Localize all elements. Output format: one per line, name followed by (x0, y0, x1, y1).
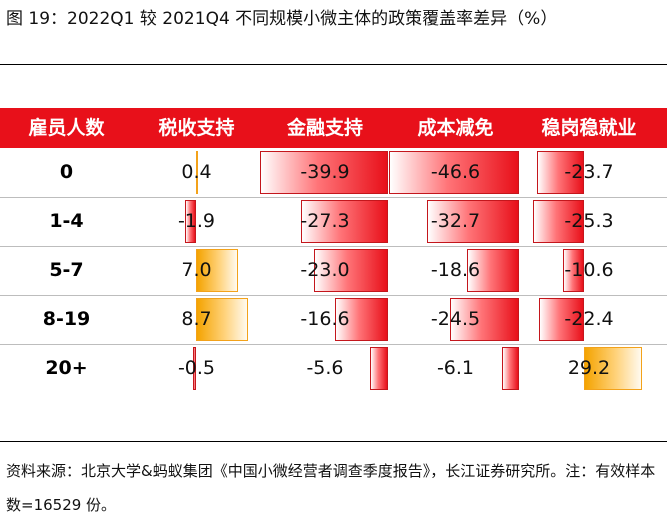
table-header: 雇员人数 税收支持 金融支持 成本减免 稳岗稳就业 (0, 108, 667, 148)
data-bar (584, 347, 643, 390)
data-bar (184, 200, 196, 243)
row-label: 5-7 (49, 259, 84, 281)
data-label: 0.4 (181, 161, 212, 183)
data-label: -22.4 (564, 308, 614, 330)
data-bar (334, 298, 388, 341)
data-bar (539, 298, 584, 341)
data-label: -23.7 (564, 161, 614, 183)
row-divider (0, 246, 667, 247)
data-bar (196, 298, 249, 341)
data-bar (260, 151, 388, 194)
data-label: -23.0 (300, 259, 350, 281)
row-label: 8-19 (42, 308, 91, 330)
row-label: 0 (59, 161, 74, 183)
row-divider (0, 295, 667, 296)
data-label: 7.0 (181, 259, 212, 281)
data-label: -39.9 (300, 161, 350, 183)
row-label: 20+ (45, 357, 88, 379)
row-label: 1-4 (49, 210, 84, 232)
header-column-1: 税收支持 (158, 117, 235, 139)
data-label: -24.5 (430, 308, 481, 330)
top-rule (0, 64, 667, 65)
header-column-2: 金融支持 (286, 117, 363, 139)
chart-title: 图 19：2022Q1 较 2021Q4 不同规模小微主体的政策覆盖率差异（%） (6, 9, 558, 29)
data-label: 29.2 (567, 357, 611, 379)
data-bar (536, 151, 584, 194)
data-label: 8.7 (181, 308, 212, 330)
data-label: -5.6 (306, 357, 344, 379)
data-bar (196, 249, 238, 292)
header-column-3: 成本减免 (417, 117, 494, 139)
row-divider (0, 197, 667, 198)
data-bar (370, 347, 388, 390)
data-bar (196, 151, 199, 194)
data-bar (300, 200, 388, 243)
data-bar (562, 249, 584, 292)
data-label: -6.1 (436, 357, 475, 379)
data-bar (314, 249, 388, 292)
header-row-label: 雇员人数 (28, 117, 105, 139)
data-label: -27.3 (300, 210, 350, 232)
data-label: -18.6 (430, 259, 481, 281)
data-bar (466, 249, 519, 292)
data-label: -32.7 (430, 210, 481, 232)
data-bar (388, 151, 519, 194)
data-bar (450, 298, 519, 341)
row-divider (0, 344, 667, 345)
data-label: -16.6 (300, 308, 350, 330)
data-label: -1.9 (177, 210, 216, 232)
header-column-4: 稳岗稳就业 (541, 117, 637, 139)
source-note: 资料来源：北京大学&蚂蚁集团《中国小微经营者调查季度报告》，长江证券研究所。注：… (6, 462, 656, 514)
data-bar (427, 200, 519, 243)
data-bar (501, 347, 519, 390)
data-bar (193, 347, 196, 390)
data-label: -46.6 (430, 161, 481, 183)
data-bar (533, 200, 584, 243)
bottom-rule (0, 441, 667, 442)
data-label: -0.5 (177, 357, 216, 379)
data-label: -10.6 (564, 259, 614, 281)
data-label: -25.3 (564, 210, 614, 232)
